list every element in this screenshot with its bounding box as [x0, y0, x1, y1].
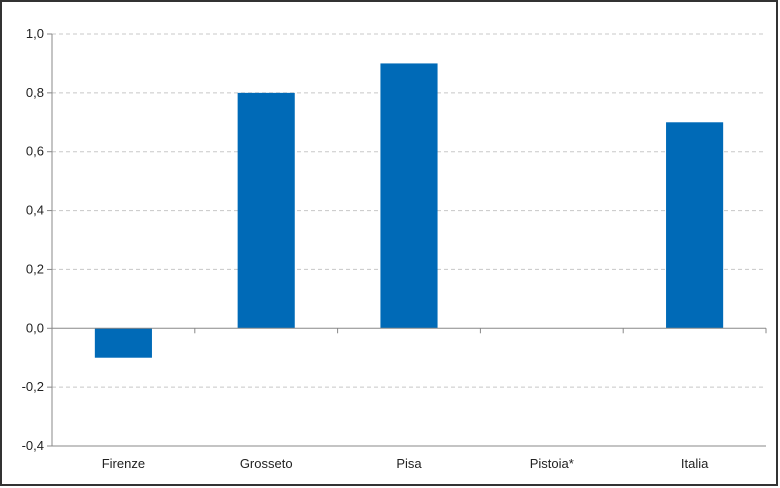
- y-tick-labels: 1,0 0,8 0,6 0,4 0,2 0,0 -0,2 -0,4: [22, 26, 44, 453]
- y-tick-label: 0,0: [26, 320, 44, 335]
- x-tick-label: Firenze: [102, 456, 145, 471]
- x-tick-label: Grosseto: [240, 456, 293, 471]
- x-tick-label: Pistoia*: [530, 456, 574, 471]
- bar-pisa: [380, 63, 438, 329]
- x-tick-label: Italia: [681, 456, 709, 471]
- y-tick-label: 0,4: [26, 203, 44, 218]
- x-tick-label: Pisa: [396, 456, 422, 471]
- bars: [94, 63, 724, 358]
- y-tick-label: 0,8: [26, 85, 44, 100]
- y-tick-label: -0,2: [22, 379, 44, 394]
- axes: [47, 33, 767, 447]
- y-tick-label: 0,6: [26, 144, 44, 159]
- y-tick-label: 1,0: [26, 26, 44, 41]
- y-tick-label: 0,2: [26, 261, 44, 276]
- bar-grosseto: [237, 92, 295, 329]
- y-tick-label: -0,4: [22, 438, 44, 453]
- bar-firenze: [94, 328, 152, 358]
- x-tick-labels: Firenze Grosseto Pisa Pistoia* Italia: [102, 456, 709, 471]
- bar-italia: [666, 122, 724, 329]
